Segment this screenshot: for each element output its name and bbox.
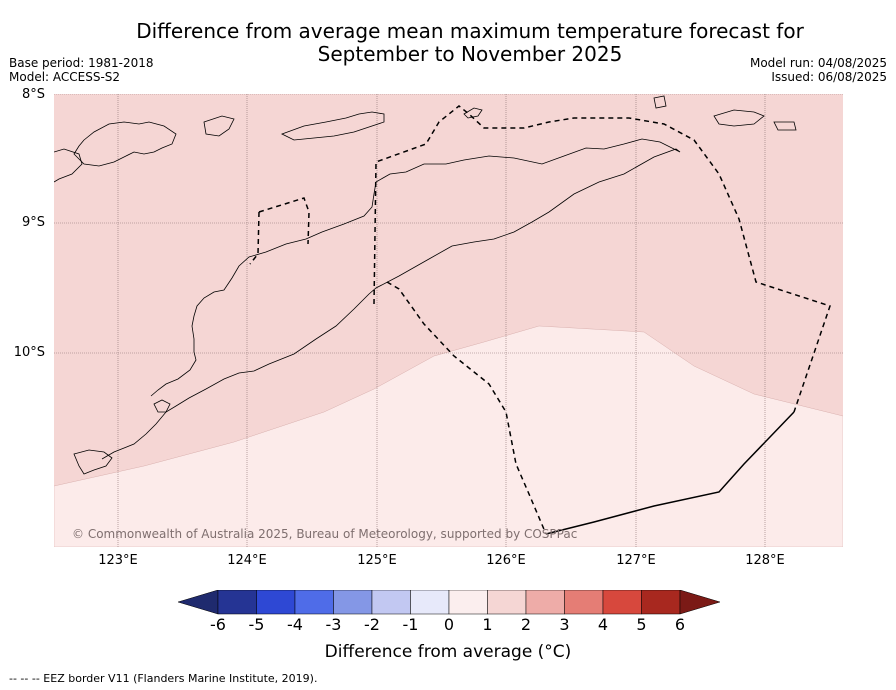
colorbar-box: [256, 590, 296, 615]
colorbar-box: [564, 590, 604, 615]
lat-label-8s: 8°S: [21, 87, 45, 102]
title-line-1: Difference from average mean maximum tem…: [136, 19, 804, 43]
lon-label-127e: 127°E: [616, 553, 656, 568]
alor-solor-coast: [73, 121, 177, 167]
colorbar-box: [217, 590, 257, 615]
colorbar-box: [641, 590, 681, 615]
colorbar-box: [410, 590, 450, 615]
lon-label-124e: 124°E: [227, 553, 267, 568]
colorbar-tick-label: -4: [287, 615, 303, 634]
chart-title: Difference from average mean maximum tem…: [100, 20, 840, 66]
lon-label-123e: 123°E: [98, 553, 138, 568]
eez-footnote: -- -- -- EEZ border V11 (Flanders Marine…: [9, 672, 318, 685]
lon-label-125e: 125°E: [357, 553, 397, 568]
flores-coast: [54, 148, 83, 183]
title-line-2: September to November 2025: [317, 42, 623, 66]
meta-right: Model run: 04/08/2025 Issued: 06/08/2025: [750, 56, 887, 84]
colorbar-under-arrow: [178, 590, 219, 615]
lakor-coast: [773, 121, 797, 131]
roti-coast: [73, 449, 113, 475]
colorbar-tick-label: 2: [520, 615, 532, 634]
forecast-map: © Commonwealth of Australia 2025, Bureau…: [54, 94, 843, 547]
colorbar-tick-label: 6: [674, 615, 686, 634]
model-name: Model: ACCESS-S2: [9, 70, 121, 84]
colorbar-tick-label: 1: [482, 615, 493, 634]
graticule: [54, 94, 843, 547]
colorbar-tick-label: -5: [248, 615, 265, 634]
colorbar-tick-label: 5: [636, 615, 647, 634]
region-anomaly-0-to-1: [54, 325, 843, 547]
colorbar-boxes: [217, 590, 681, 615]
base-period: Base period: 1981-2018: [9, 56, 154, 70]
colorbar: [178, 590, 720, 615]
lat-label-10s: 10°S: [13, 345, 45, 360]
copyright-text: © Commonwealth of Australia 2025, Bureau…: [72, 527, 577, 541]
eez-border: [249, 105, 831, 535]
semau-coast: [153, 399, 171, 413]
colorbar-tick-label: 4: [597, 615, 609, 634]
eez-southern-edge: [545, 411, 795, 535]
leti-coast: [653, 95, 667, 109]
atauro-coast: [280, 111, 385, 141]
timor-island-coast: [101, 138, 681, 460]
colorbar-tick-label: 3: [559, 615, 570, 634]
meta-left: Base period: 1981-2018 Model: ACCESS-S2: [9, 56, 154, 84]
colorbar-over-arrow: [679, 590, 720, 615]
colorbar-box: [602, 590, 642, 615]
colorbar-box: [487, 590, 527, 615]
colorbar-tick-label: -1: [402, 615, 419, 634]
model-run: Model run: 04/08/2025: [749, 56, 887, 70]
colorbar-box: [371, 590, 411, 615]
lon-label-128e: 128°E: [745, 553, 785, 568]
colorbar-box: [333, 590, 373, 615]
lat-label-9s: 9°S: [21, 215, 45, 230]
colorbar-tick-label: -6: [210, 615, 226, 634]
colorbar-tick-label: 0: [443, 615, 455, 634]
kisar-coast: [463, 107, 483, 119]
lon-label-126e: 126°E: [486, 553, 526, 568]
moa-coast: [713, 109, 765, 127]
colorbar-box: [525, 590, 565, 615]
colorbar-tick-label: -2: [364, 615, 380, 634]
issued-date: Issued: 06/08/2025: [771, 70, 887, 84]
coastline: [54, 95, 797, 475]
colorbar-box: [294, 590, 334, 615]
wetar-coast: [203, 115, 235, 137]
colorbar-box: [448, 590, 488, 615]
colorbar-label: Difference from average (°C): [324, 642, 572, 662]
colorbar-tick-label: -3: [325, 615, 342, 634]
